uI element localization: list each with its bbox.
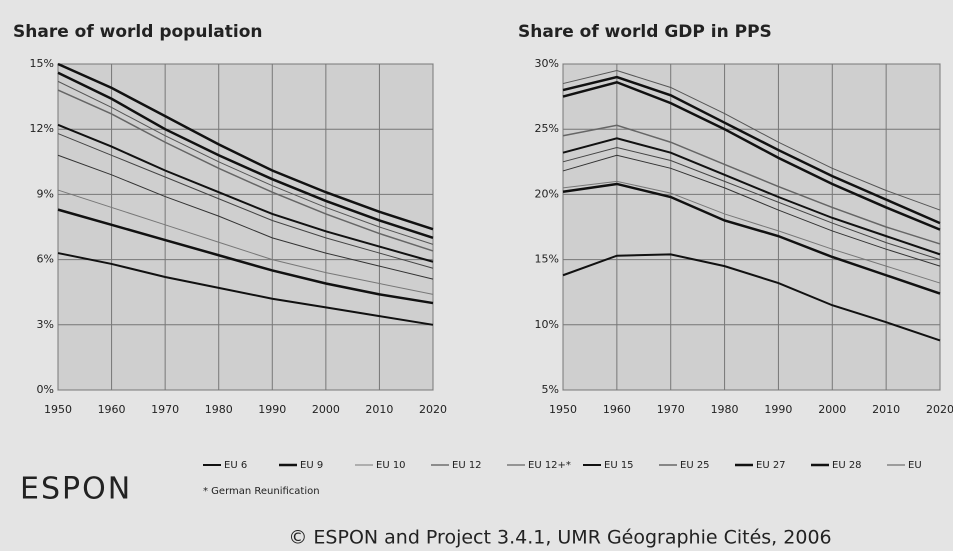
y-tick-label: 12% [30,122,54,135]
y-tick-label: 5% [542,383,559,396]
x-tick-label: 1980 [205,403,233,416]
series-line [57,62,434,231]
y-tick-label: 25% [535,122,559,135]
x-tick-label: 2020 [926,403,953,416]
series-line [57,123,434,263]
footnote: * German Reunification [203,486,320,497]
series-line [57,208,434,305]
series-line [562,182,941,295]
x-tick-label: 1990 [764,403,792,416]
legend-label: EU 12+* [528,460,571,471]
series-line [57,80,434,245]
series-line [57,71,434,240]
series-line [562,75,941,225]
y-tick-label: 6% [37,253,54,266]
x-tick-label: 1970 [657,403,685,416]
x-tick-label: 1950 [549,403,577,416]
series-line [57,133,434,269]
source: © ESPON and Project 3.4.1, UMR Géographi… [288,527,831,549]
x-tick-label: 2010 [872,403,900,416]
series-line [562,180,941,284]
series-line [562,146,941,261]
legend-label: EU 27 [756,460,786,471]
series-line [562,137,941,256]
series-line [562,154,941,267]
y-tick-label: 15% [30,57,54,70]
x-tick-label: 1980 [711,403,739,416]
y-tick-label: 20% [535,187,559,200]
legend-label: EU 10 [376,460,406,471]
x-tick-label: 1960 [603,403,631,416]
series-line [57,89,434,252]
y-tick-label: 30% [535,57,559,70]
x-tick-label: 2000 [818,403,846,416]
y-tick-label: 3% [37,318,54,331]
x-tick-label: 1970 [151,403,179,416]
x-tick-label: 1950 [44,403,72,416]
logo: ESPON [20,472,132,507]
chart-title: Share of world population [13,22,262,42]
y-tick-label: 0% [37,383,54,396]
x-tick-label: 1960 [98,403,126,416]
x-tick-label: 1990 [258,403,286,416]
series-line [57,154,434,280]
x-tick-label: 2020 [419,403,447,416]
legend-label: EU 12 [452,460,482,471]
legend-label: EU 6 [224,460,247,471]
legend-label: EU 28 [832,460,862,471]
y-tick-label: 9% [37,187,54,200]
legend-label: EU 25 [680,460,710,471]
y-tick-label: 15% [535,253,559,266]
x-tick-label: 2000 [312,403,340,416]
series-line [57,252,434,326]
y-tick-label: 10% [535,318,559,331]
series-line [562,70,941,211]
series-line [562,253,941,342]
chart-title: Share of world GDP in PPS [518,22,772,42]
legend-label: EU 15 [604,460,634,471]
series-line [562,124,941,245]
legend-label: EU [908,460,922,471]
plot-area [562,63,941,391]
x-tick-label: 2010 [365,403,393,416]
legend-label: EU 9 [300,460,323,471]
series-line [562,80,941,231]
series-line [57,189,434,295]
